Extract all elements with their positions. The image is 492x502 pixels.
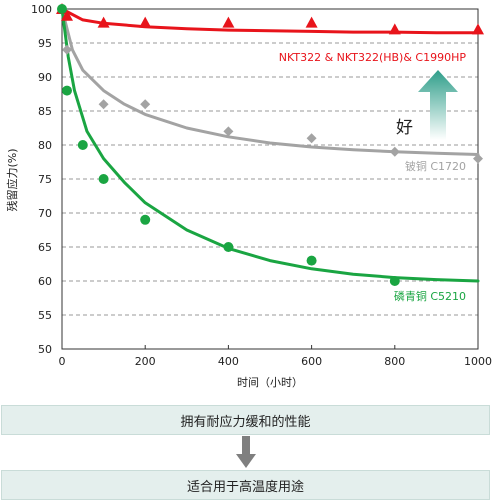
feature-text-stress-resistance: 拥有耐应力缓和的性能 [180,414,311,430]
x-axis-title: 时间（小时） [237,376,303,389]
data-point-triangle [139,16,152,28]
data-point-triangle [222,16,235,28]
y-tick-label: 60 [38,275,52,288]
series-label-nkt322: NKT322 & NKT322(HB)& C1990HP [279,51,467,64]
feature-box-high-temperature: 适合用于高温度用途 [1,470,490,500]
data-point-circle [98,174,109,184]
good-label: 好 [396,118,413,138]
data-point-triangle [60,9,73,21]
stress-relaxation-chart: 50 55 60 65 70 75 80 85 90 95 100 0 200 400 600 800 100… [5,3,492,389]
y-tick-label: 75 [38,173,52,186]
x-tick-labels: 0 200 400 600 800 1000 [59,345,492,368]
x-tick-label: 800 [384,355,405,368]
data-point-triangle [305,16,318,28]
data-point-diamond [306,133,317,144]
y-tick-label: 85 [38,105,52,118]
y-tick-label: 50 [38,343,52,356]
data-point-diamond [61,44,72,55]
x-tick-label: 400 [218,355,239,368]
data-point-triangle [472,23,484,35]
series-curve-0 [60,7,480,35]
y-tick-labels: 50 55 60 65 70 75 80 85 90 95 100 [31,3,52,356]
fit-curves [60,7,480,283]
data-point-circle [140,214,151,225]
data-point-circle [61,85,72,96]
data-point-circle [306,255,317,266]
y-axis-title: 残留应力(%) [5,148,19,211]
x-tick-label: 0 [59,355,66,368]
data-point-circle [77,140,88,150]
y-tick-label: 55 [38,309,52,322]
data-point-triangle [97,16,110,28]
data-point-circle [223,242,234,252]
y-tick-label: 90 [38,71,52,84]
plot-frame [61,8,479,350]
y-tick-label: 95 [38,37,52,50]
data-point-circle [389,276,400,286]
gridlines [62,42,478,316]
data-point-diamond [140,99,151,110]
data-point-diamond [98,99,109,110]
y-tick-label: 80 [38,139,52,152]
down-arrow-icon [236,436,256,468]
y-tick-label: 65 [38,241,52,254]
series-label-beryllium-copper: 铍铜 C1720 [405,159,466,173]
data-point-circle [57,4,67,14]
feature-text-high-temperature: 适合用于高温度用途 [186,479,304,495]
data-point-diamond [223,126,234,137]
data-point-diamond [389,146,400,157]
series-label-phosphor-bronze: 磷青铜 C5210 [394,289,466,303]
feature-box-stress-resistance: 拥有耐应力缓和的性能 [1,405,490,435]
x-tick-label: 200 [135,355,156,368]
data-point-diamond [473,153,483,164]
y-tick-label: 100 [31,3,52,16]
x-tick-label: 600 [301,355,322,368]
good-arrow-shape [418,70,458,140]
series-curve-2 [60,7,480,283]
y-tick-label: 70 [38,207,52,220]
x-tick-label: 1000 [464,355,492,368]
series-curve-1 [60,7,480,156]
data-points [56,3,484,286]
data-point-triangle [388,23,401,35]
